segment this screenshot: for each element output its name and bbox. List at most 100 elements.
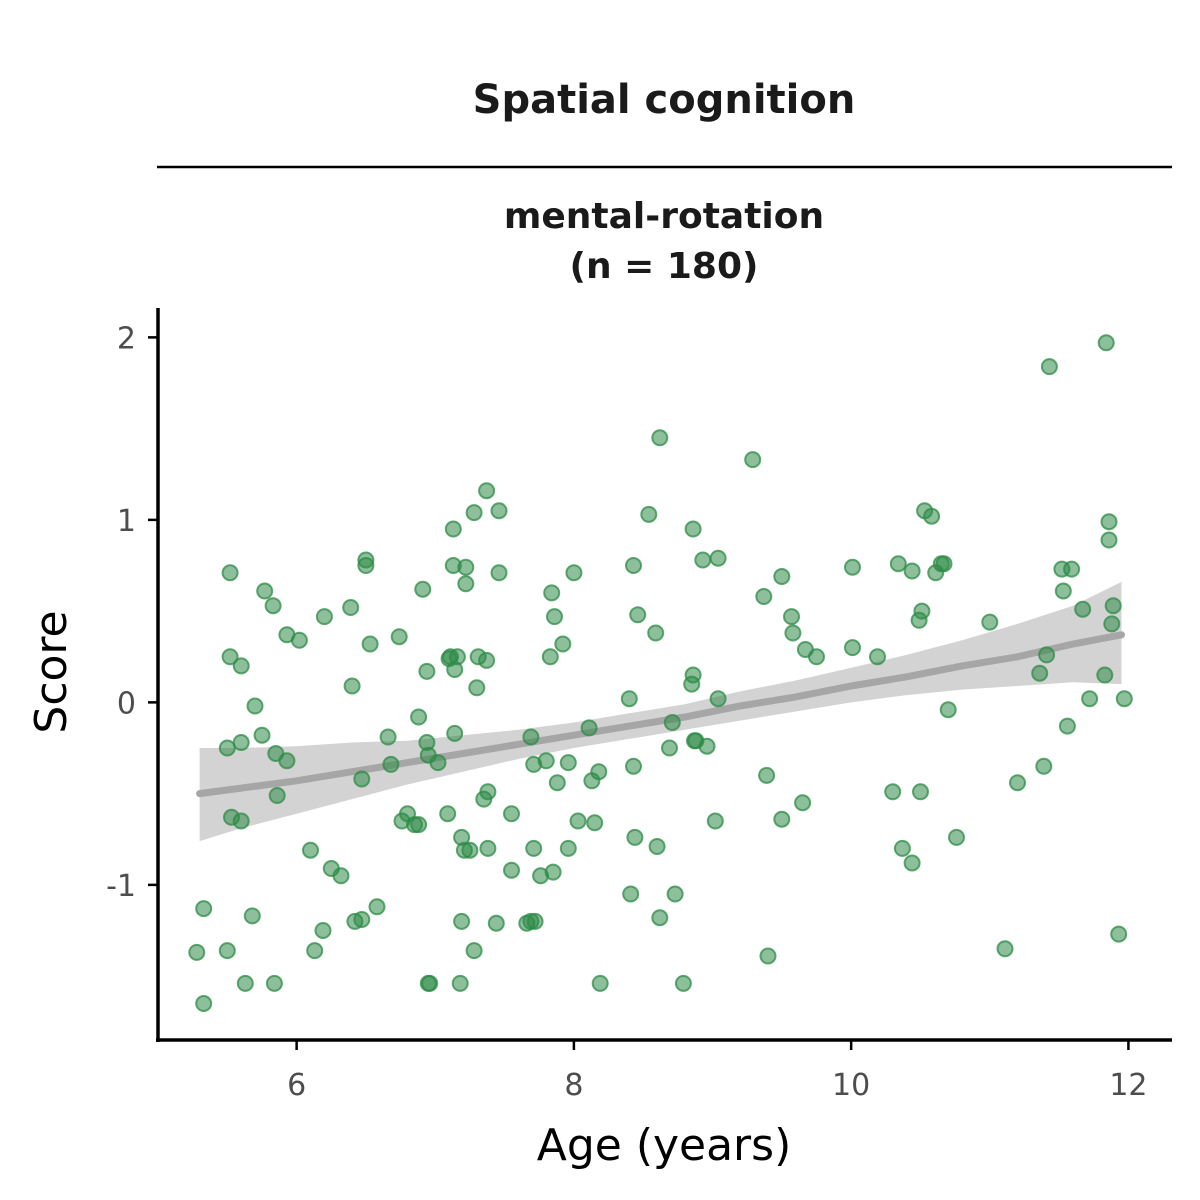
- data-point: [448, 648, 466, 666]
- data-point: [625, 557, 642, 574]
- data-point: [468, 679, 486, 697]
- data-point: [537, 752, 555, 770]
- data-point: [218, 739, 236, 757]
- data-point: [1100, 513, 1118, 531]
- data-point: [554, 635, 572, 653]
- data-point: [221, 564, 239, 582]
- data-point: [544, 863, 562, 881]
- data-point: [410, 708, 428, 726]
- data-point: [626, 828, 644, 846]
- data-point: [844, 639, 861, 657]
- data-point: [706, 812, 724, 830]
- data-point: [543, 584, 561, 602]
- x-tick-label: 6: [287, 1068, 306, 1103]
- data-point: [457, 558, 475, 576]
- data-point: [923, 507, 941, 525]
- data-point: [256, 582, 274, 600]
- data-point: [893, 839, 911, 857]
- plot-area: [188, 334, 1133, 1012]
- data-point: [479, 839, 497, 857]
- data-point: [684, 666, 702, 684]
- data-point: [755, 588, 773, 605]
- data-point: [444, 520, 462, 538]
- data-point: [1100, 531, 1118, 549]
- data-point: [232, 812, 250, 830]
- data-point: [648, 838, 666, 855]
- data-point: [265, 974, 283, 992]
- data-point: [343, 677, 361, 695]
- data-point: [490, 502, 508, 520]
- data-point: [629, 606, 647, 624]
- data-point: [314, 922, 332, 939]
- data-point: [903, 562, 921, 580]
- data-point: [525, 839, 543, 857]
- data-point: [773, 810, 791, 828]
- data-point: [744, 451, 762, 469]
- data-point: [1074, 600, 1092, 618]
- data-point: [794, 794, 812, 812]
- y-axis-title: Score: [26, 610, 77, 733]
- data-point: [526, 912, 544, 930]
- data-point: [479, 783, 497, 801]
- x-tick-label: 10: [832, 1068, 870, 1103]
- data-point: [869, 648, 886, 666]
- data-point: [580, 719, 598, 737]
- data-point: [232, 734, 250, 751]
- data-point: [844, 558, 861, 576]
- y-tick-label: 2: [117, 321, 136, 356]
- data-point: [784, 624, 802, 642]
- data-point: [622, 885, 640, 903]
- data-point: [935, 555, 953, 573]
- data-point: [243, 907, 261, 925]
- data-point: [342, 599, 360, 616]
- data-point: [1097, 334, 1115, 352]
- data-point: [1038, 646, 1056, 664]
- data-point: [884, 783, 902, 801]
- data-point: [996, 940, 1014, 958]
- data-point: [439, 805, 457, 823]
- data-point: [586, 814, 604, 832]
- data-point: [390, 628, 408, 646]
- points-group: [188, 334, 1133, 1012]
- data-point: [487, 914, 505, 932]
- data-point: [461, 841, 479, 859]
- data-point: [465, 504, 483, 522]
- data-point: [889, 555, 907, 573]
- data-point: [709, 549, 727, 567]
- x-tick-label: 12: [1109, 1068, 1147, 1103]
- facet-label-line2: (n = 180): [570, 246, 759, 287]
- data-point: [195, 995, 213, 1012]
- data-point: [1054, 582, 1072, 600]
- y-axis-ticks: -1 0 1 2: [106, 321, 158, 904]
- data-point: [903, 854, 921, 872]
- facet-label-line1: mental-rotation: [504, 196, 824, 237]
- data-point: [414, 580, 432, 598]
- data-point: [218, 942, 236, 960]
- data-point: [647, 624, 665, 642]
- data-point: [625, 757, 642, 775]
- chart-title: Spatial cognition: [473, 77, 856, 123]
- y-tick-label: -1: [106, 869, 136, 904]
- data-point: [268, 787, 286, 804]
- data-point: [379, 728, 397, 746]
- data-point: [559, 839, 577, 857]
- data-point: [246, 697, 264, 715]
- data-point: [264, 597, 282, 615]
- data-point: [429, 754, 447, 772]
- data-point: [236, 974, 254, 992]
- data-point: [306, 942, 324, 960]
- data-point: [1035, 757, 1053, 775]
- data-point: [759, 947, 777, 965]
- data-point: [446, 724, 464, 742]
- data-point: [698, 737, 716, 755]
- data-point: [451, 974, 469, 992]
- data-point: [278, 752, 296, 770]
- data-point: [478, 482, 496, 500]
- data-point: [1081, 690, 1099, 708]
- data-point: [522, 728, 540, 746]
- data-point: [332, 867, 350, 885]
- data-point: [548, 774, 566, 792]
- data-point: [620, 690, 638, 708]
- data-point: [353, 911, 371, 928]
